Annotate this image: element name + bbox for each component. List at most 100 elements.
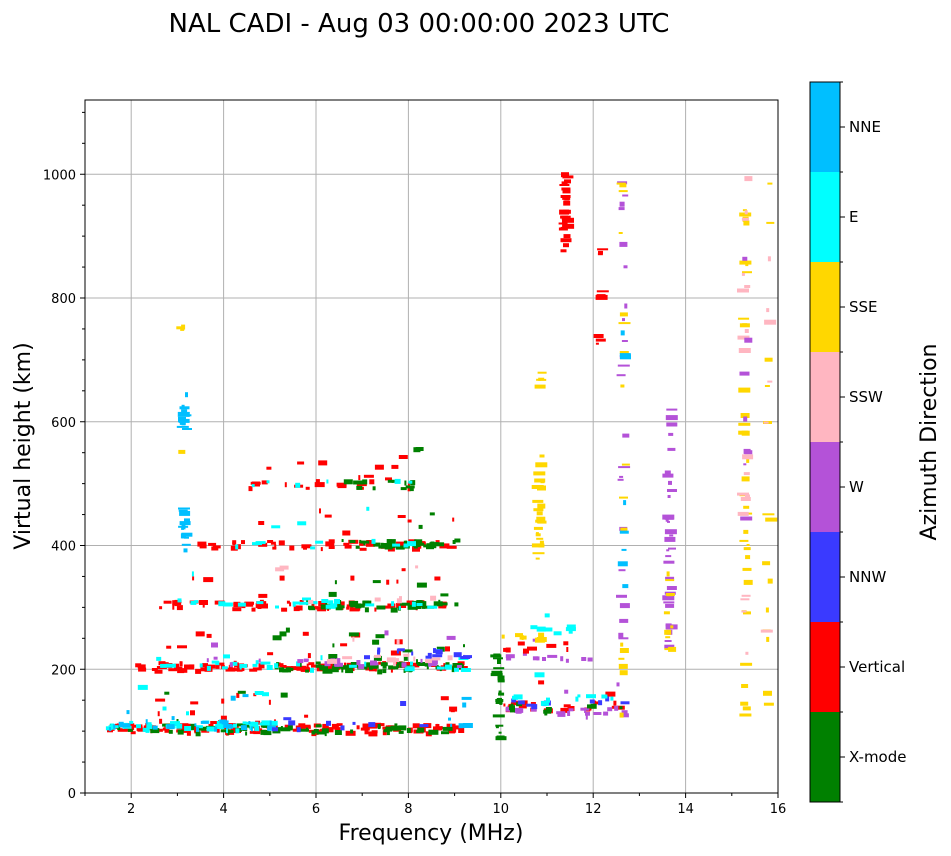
echo-mark — [495, 725, 499, 729]
echo-mark — [129, 720, 134, 724]
echo-mark — [344, 544, 352, 549]
echo-mark — [430, 657, 441, 661]
echo-mark — [560, 226, 566, 230]
echo-mark — [267, 652, 274, 656]
echo-mark — [530, 625, 538, 630]
echo-mark — [601, 694, 608, 699]
echo-mark — [562, 223, 575, 229]
echo-mark — [451, 667, 455, 673]
echo-mark — [366, 506, 370, 511]
echo-mark — [166, 724, 175, 730]
echo-mark — [410, 661, 413, 666]
echo-mark — [497, 679, 505, 683]
echo-mark — [743, 505, 750, 509]
x-tick-label: 8 — [404, 802, 412, 817]
echo-mark — [439, 543, 450, 549]
echo-mark — [190, 701, 199, 705]
echo-mark — [417, 727, 425, 733]
echo-mark — [536, 511, 543, 516]
echo-mark — [456, 665, 462, 668]
echo-mark — [315, 664, 323, 668]
echo-mark — [126, 710, 130, 715]
echo-mark — [279, 631, 287, 637]
echo-mark — [560, 707, 570, 713]
echo-mark — [743, 579, 753, 585]
echo-mark — [252, 667, 262, 671]
echo-mark — [343, 479, 353, 485]
echo-mark — [242, 721, 247, 725]
echo-mark — [618, 569, 626, 572]
echo-mark — [223, 724, 233, 728]
echo-mark — [388, 665, 399, 670]
echo-mark — [346, 606, 350, 610]
colorbar-segment — [810, 532, 840, 622]
echo-mark — [171, 716, 175, 721]
echo-mark — [463, 644, 465, 648]
echo-mark — [331, 667, 339, 673]
echo-mark — [411, 601, 416, 607]
echo-mark — [450, 723, 453, 727]
echo-mark — [409, 486, 414, 492]
echo-mark — [767, 380, 773, 383]
echo-mark — [300, 724, 311, 729]
echo-mark — [619, 183, 627, 188]
echo-mark — [407, 486, 411, 492]
echo-mark — [424, 662, 432, 667]
echo-mark — [743, 463, 747, 466]
echo-mark — [146, 724, 153, 730]
echo-mark — [619, 351, 629, 354]
echo-mark — [511, 698, 517, 703]
echo-mark — [251, 721, 259, 727]
echo-mark — [315, 479, 320, 484]
echo-mark — [233, 723, 237, 728]
echo-mark — [495, 724, 504, 727]
echo-mark — [396, 639, 400, 645]
echo-mark — [326, 665, 332, 670]
echo-mark — [666, 586, 677, 590]
echo-mark — [619, 706, 623, 710]
echo-mark — [584, 710, 587, 713]
echo-mark — [405, 540, 408, 544]
echo-mark — [398, 455, 408, 459]
echo-mark — [618, 632, 624, 638]
echo-mark — [207, 664, 216, 669]
echo-mark — [430, 595, 437, 601]
echo-mark — [326, 479, 329, 484]
echo-mark — [261, 480, 268, 485]
echo-mark — [560, 195, 571, 198]
colorbar-segment — [810, 712, 840, 802]
echo-mark — [620, 330, 625, 336]
chart-title: NAL CADI - Aug 03 00:00:00 2023 UTC — [169, 9, 670, 39]
echo-mark — [737, 492, 749, 496]
echo-mark — [535, 478, 544, 482]
echo-mark — [382, 605, 393, 609]
echo-mark — [314, 729, 325, 733]
echo-mark — [426, 665, 429, 670]
echo-mark — [170, 721, 180, 727]
echo-mark — [436, 649, 442, 654]
echo-mark — [208, 727, 215, 732]
echo-mark — [336, 658, 341, 664]
echo-mark — [236, 544, 241, 550]
echo-mark — [428, 663, 432, 667]
echo-mark — [118, 721, 124, 725]
echo-mark — [544, 613, 550, 618]
echo-mark — [666, 408, 678, 411]
echo-mark — [744, 176, 753, 182]
echo-mark — [338, 603, 342, 609]
echo-mark — [401, 662, 407, 668]
echo-mark — [356, 660, 361, 665]
echo-mark — [368, 731, 378, 737]
echo-mark — [738, 387, 751, 393]
echo-mark — [202, 603, 205, 608]
echo-mark — [349, 600, 359, 606]
echo-mark — [227, 731, 230, 736]
echo-mark — [291, 666, 297, 671]
echo-mark — [285, 627, 290, 633]
echo-mark — [743, 547, 751, 551]
echo-mark — [211, 660, 219, 664]
echo-mark — [177, 729, 184, 735]
echo-mark — [189, 664, 195, 669]
echo-mark — [194, 723, 197, 727]
echo-mark — [619, 241, 628, 247]
